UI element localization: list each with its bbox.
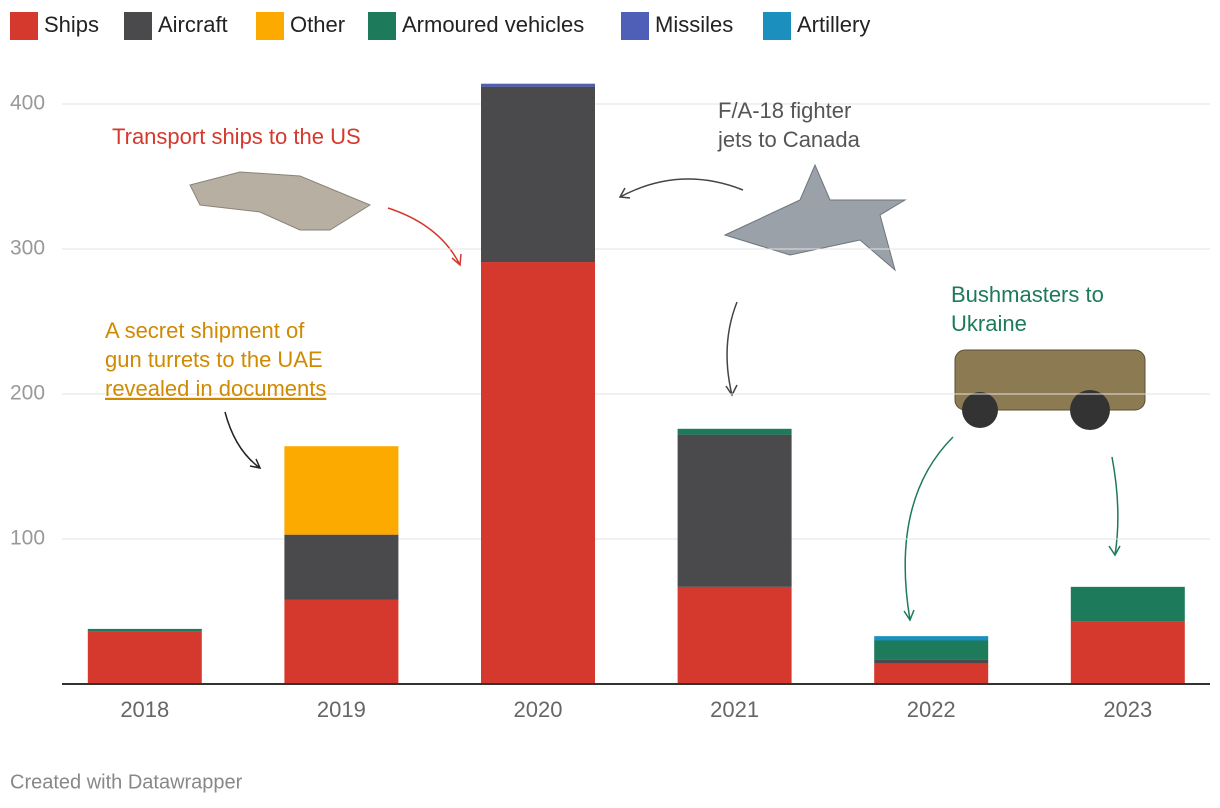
x-tick-label: 2023 [1103,697,1152,722]
arrow [726,301,738,396]
legend-swatch [10,12,38,40]
legend-swatch [256,12,284,40]
annotation: Ukraine [951,311,1027,336]
bar-segment [87,631,202,684]
bar-segment [677,428,792,435]
annotation: revealed in documents [105,376,326,401]
arrowhead [903,609,915,622]
arrow [619,178,744,198]
bar-segment [874,659,989,664]
wheel [1070,390,1110,430]
bar-segment [481,83,595,87]
arrowhead [451,253,462,267]
footer: Created with Datawrapper [10,771,243,793]
arrow [387,207,461,266]
x-tick-label: 2019 [317,697,366,722]
arrowhead [725,384,738,397]
annotation: jets to Canada [717,127,861,152]
x-tick-label: 2018 [120,697,169,722]
legend-label: Armoured vehicles [402,12,584,37]
y-tick-label: 100 [10,527,45,550]
legend-swatch [368,12,396,40]
annotation: Transport ships to the US [112,124,361,149]
bar-segment [874,640,989,660]
annotation: A secret shipment of [105,318,305,343]
y-tick-label: 200 [10,382,45,405]
bar-segment [874,663,989,684]
arrow [224,411,261,469]
x-tick-label: 2020 [514,697,563,722]
bar-segment [1070,621,1185,684]
legend-label: Other [290,12,345,37]
illustrations [189,163,1146,622]
legend-label: Aircraft [158,12,228,37]
bar-segment [284,534,399,600]
bar-segment [481,262,595,684]
ship-image [189,171,372,231]
y-tick-label: 300 [10,237,45,260]
annotation: gun turrets to the UAE [105,347,323,372]
jet-image [723,163,907,272]
arrow [1111,456,1119,556]
arrowhead [1108,545,1121,557]
annotation: F/A-18 fighter [718,98,851,123]
legend-swatch [124,12,152,40]
legend-label: Artillery [797,12,870,37]
x-tick-label: 2022 [907,697,956,722]
legend-label: Ships [44,12,99,37]
bar-segment [284,599,399,684]
bar-segment [284,446,399,535]
x-tick-label: 2021 [710,697,759,722]
bar-segment [1070,586,1185,622]
arrowhead [249,458,262,470]
wheel [962,392,998,428]
bar-segment [874,636,989,641]
bar-segment [677,586,792,684]
bar-segment [87,628,202,632]
bar-segment [481,86,595,263]
arrowhead [618,187,631,199]
legend-label: Missiles [655,12,733,37]
bar-segment [677,434,792,587]
legend-swatch [621,12,649,40]
legend-swatch [763,12,791,40]
arrow [904,436,954,621]
y-tick-label: 400 [10,92,45,115]
annotation: Bushmasters to [951,282,1104,307]
